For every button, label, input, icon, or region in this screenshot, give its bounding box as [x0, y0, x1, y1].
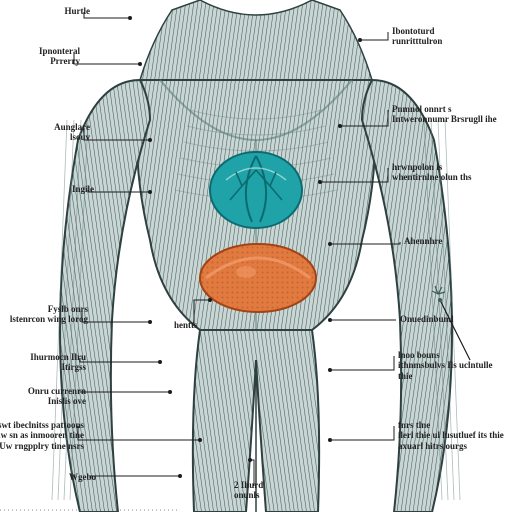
- label-onru: Onru currenrnInislis ove: [0, 386, 86, 407]
- label-ihunnoon: Ihurmocn IlruItirgss: [0, 352, 86, 373]
- label-ingile: Ingile: [0, 184, 94, 194]
- label-hrwnpolon: hrwnpolon iswhentirnlne olun ths: [392, 162, 500, 183]
- label-ipsonteral: IpnonteralPrrerry: [0, 46, 80, 67]
- label-hentts: hentts: [174, 320, 254, 330]
- label-lnoo: lnoo bounsithnmsbulvs Ils uclntulle thie: [398, 350, 506, 381]
- thoracic-organ: [210, 152, 302, 228]
- label-onedinbuml: Onuedinbuml: [400, 314, 508, 324]
- label-ahennhre: Ahennhre: [404, 236, 512, 246]
- label-wgebo: Wgebo: [0, 472, 96, 482]
- abdominal-organ: [200, 244, 316, 312]
- label-pnmnol: Pnmnol onnrt sIntweronnumr Brsrugll ihe: [392, 104, 500, 125]
- label-ibontourd: Ibontoturdrunritttulron: [392, 26, 500, 47]
- label-fysrbonrs: Fyslb onrslstenrcon wing lorog: [0, 304, 88, 325]
- label-fnrs: fnrs tlneilerl thie ul lusutluef its thi…: [398, 420, 506, 451]
- label-2houd: 2 Ihurdonunls: [234, 480, 314, 501]
- label-aunglare: Aunglarelsouv: [0, 122, 90, 143]
- label-hurtle: Hurtle: [0, 6, 90, 16]
- label-nsat: Nswt ibeclnitss pattoonsihuw sn as inmoo…: [0, 420, 84, 451]
